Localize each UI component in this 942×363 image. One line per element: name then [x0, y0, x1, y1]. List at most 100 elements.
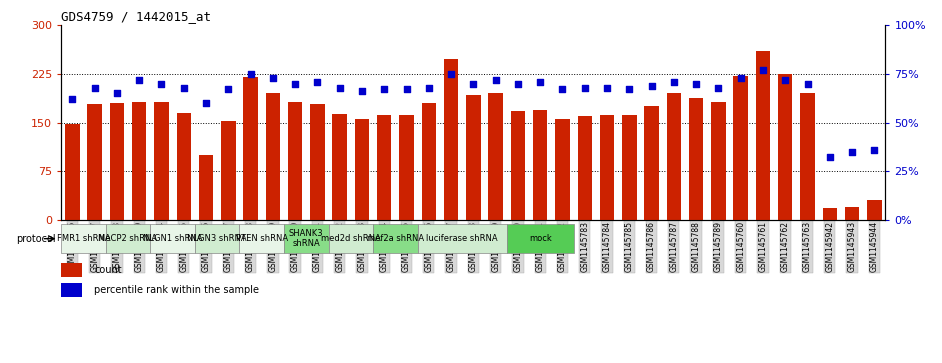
Bar: [329, 224, 373, 253]
Bar: [373, 224, 417, 253]
Text: NLGN1 shRNA: NLGN1 shRNA: [143, 234, 203, 243]
Bar: [555, 119, 570, 220]
Text: mef2a shRNA: mef2a shRNA: [366, 234, 424, 243]
Bar: [577, 116, 592, 220]
Point: [266, 75, 281, 81]
Bar: [333, 114, 347, 220]
Bar: [377, 115, 392, 220]
Bar: [288, 102, 302, 220]
Point: [333, 85, 348, 90]
Bar: [444, 59, 459, 220]
Bar: [488, 93, 503, 220]
Bar: [822, 208, 837, 220]
Bar: [195, 224, 239, 253]
Bar: [310, 105, 325, 220]
Point: [532, 79, 547, 85]
Point: [845, 149, 860, 155]
Text: NLGN3 shRNA: NLGN3 shRNA: [187, 234, 247, 243]
Bar: [266, 93, 280, 220]
Point: [577, 85, 593, 90]
Point: [354, 89, 369, 94]
Point: [132, 77, 147, 83]
Point: [176, 85, 191, 90]
Bar: [154, 102, 169, 220]
Point: [377, 87, 392, 93]
Point: [220, 87, 236, 93]
Bar: [778, 74, 792, 220]
Point: [154, 81, 169, 86]
Bar: [533, 110, 547, 220]
Bar: [689, 98, 704, 220]
Bar: [106, 224, 151, 253]
Point: [689, 81, 704, 86]
Text: med2d shRNA: med2d shRNA: [321, 234, 381, 243]
Point: [65, 96, 80, 102]
Bar: [622, 115, 637, 220]
Bar: [61, 263, 82, 277]
Bar: [511, 111, 525, 220]
Point: [555, 87, 570, 93]
Point: [488, 77, 503, 83]
Text: luciferase shRNA: luciferase shRNA: [427, 234, 498, 243]
Bar: [355, 119, 369, 220]
Text: percentile rank within the sample: percentile rank within the sample: [94, 285, 259, 295]
Bar: [466, 95, 480, 220]
Bar: [199, 155, 213, 220]
Bar: [151, 224, 195, 253]
Bar: [109, 103, 124, 220]
Point: [109, 90, 124, 96]
Text: protocol: protocol: [16, 234, 56, 244]
Point: [867, 147, 882, 152]
Point: [733, 75, 748, 81]
Bar: [867, 200, 882, 220]
Bar: [644, 106, 658, 220]
Point: [287, 81, 302, 86]
Bar: [667, 93, 681, 220]
Bar: [243, 77, 258, 220]
Text: count: count: [94, 265, 122, 276]
Point: [310, 79, 325, 85]
Bar: [845, 207, 859, 220]
Point: [421, 85, 436, 90]
Bar: [711, 102, 725, 220]
Bar: [507, 224, 574, 253]
Bar: [284, 224, 329, 253]
Point: [465, 81, 480, 86]
Point: [822, 155, 837, 160]
Bar: [61, 283, 82, 297]
Text: FMR1 shRNA: FMR1 shRNA: [57, 234, 110, 243]
Point: [666, 79, 681, 85]
Point: [711, 85, 726, 90]
Point: [511, 81, 526, 86]
Bar: [417, 224, 507, 253]
Point: [199, 100, 214, 106]
Text: GDS4759 / 1442015_at: GDS4759 / 1442015_at: [61, 10, 211, 23]
Point: [644, 83, 659, 89]
Bar: [61, 224, 106, 253]
Bar: [132, 102, 146, 220]
Bar: [399, 115, 414, 220]
Text: PTEN shRNA: PTEN shRNA: [236, 234, 288, 243]
Bar: [176, 113, 191, 220]
Point: [243, 71, 258, 77]
Point: [755, 67, 771, 73]
Point: [778, 77, 793, 83]
Bar: [755, 51, 771, 220]
Bar: [734, 76, 748, 220]
Bar: [422, 103, 436, 220]
Bar: [221, 121, 236, 220]
Bar: [239, 224, 284, 253]
Point: [622, 87, 637, 93]
Text: MeCP2 shRNA: MeCP2 shRNA: [99, 234, 157, 243]
Bar: [65, 124, 80, 220]
Bar: [600, 115, 614, 220]
Bar: [88, 105, 102, 220]
Point: [399, 87, 414, 93]
Point: [599, 85, 614, 90]
Text: SHANK3
shRNA: SHANK3 shRNA: [289, 229, 324, 248]
Text: mock: mock: [528, 234, 552, 243]
Point: [444, 71, 459, 77]
Point: [800, 81, 815, 86]
Bar: [801, 93, 815, 220]
Point: [87, 85, 102, 90]
